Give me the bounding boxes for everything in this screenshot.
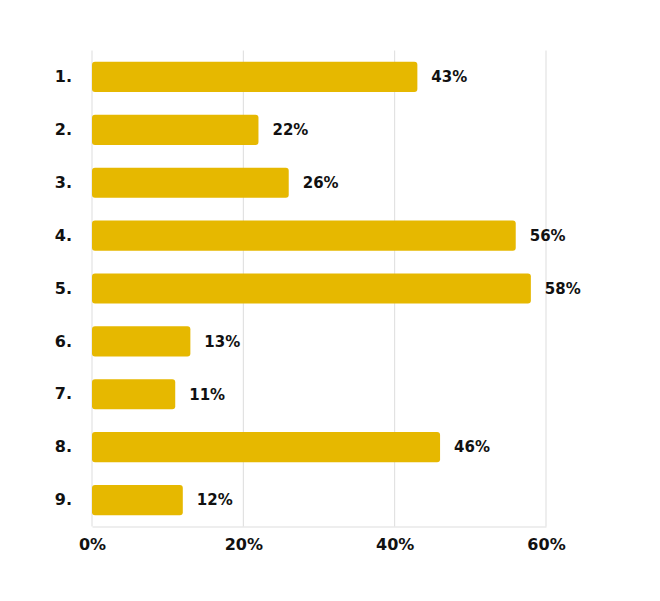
tick: 60% xyxy=(527,527,565,554)
tick: 5. xyxy=(55,279,92,298)
grid xyxy=(92,51,546,527)
data-label: 11% xyxy=(189,386,225,404)
bar xyxy=(92,168,289,198)
data-label: 13% xyxy=(204,333,240,351)
tick-label: 1. xyxy=(55,67,72,86)
data-label: 56% xyxy=(530,227,566,245)
tick: 9. xyxy=(55,490,92,509)
data-label: 26% xyxy=(303,174,339,192)
data-label: 58% xyxy=(545,280,581,298)
tick: 1. xyxy=(55,67,92,86)
tick: 6. xyxy=(55,332,92,351)
data-label: 22% xyxy=(272,121,308,139)
tick: 8. xyxy=(55,437,92,456)
axis-line xyxy=(93,527,547,528)
y-axis: 1. 2. 3. 4. 5. 6. 7. 8. 9. xyxy=(55,67,92,509)
bars xyxy=(92,62,531,515)
tick-label: 5. xyxy=(55,279,72,298)
tick-label: 2. xyxy=(55,120,72,139)
tick: 7. xyxy=(55,384,92,403)
bar xyxy=(92,115,258,145)
bar xyxy=(92,221,516,251)
tick: 4. xyxy=(55,226,92,245)
bar xyxy=(92,326,190,356)
data-label: 12% xyxy=(197,491,233,509)
tick: 2. xyxy=(55,120,92,139)
tick-label: 0% xyxy=(79,535,106,554)
tick-label: 7. xyxy=(55,384,72,403)
data-labels: 43% 22% 26% 56% 58% 13% 11% 46% 12% xyxy=(189,68,581,509)
bar xyxy=(92,62,417,92)
chart: 43% 22% 26% 56% 58% 13% 11% 46% 12% 0% 20% 40% 60% 1.… xyxy=(0,0,660,601)
tick-label: 9. xyxy=(55,490,72,509)
tick-label: 8. xyxy=(55,437,72,456)
tick: 20% xyxy=(225,527,263,554)
bar xyxy=(92,379,175,409)
bar xyxy=(92,273,531,303)
tick: 40% xyxy=(376,527,414,554)
tick-label: 40% xyxy=(376,535,414,554)
tick-label: 3. xyxy=(55,173,72,192)
tick-label: 20% xyxy=(225,535,263,554)
tick: 3. xyxy=(55,173,92,192)
tick-label: 60% xyxy=(527,535,565,554)
tick: 0% xyxy=(79,527,106,554)
bar xyxy=(92,485,183,515)
x-axis: 0% 20% 40% 60% xyxy=(79,527,566,554)
tick-label: 4. xyxy=(55,226,72,245)
bar xyxy=(92,432,440,462)
data-label: 43% xyxy=(431,68,467,86)
tick-label: 6. xyxy=(55,332,72,351)
data-label: 46% xyxy=(454,438,490,456)
